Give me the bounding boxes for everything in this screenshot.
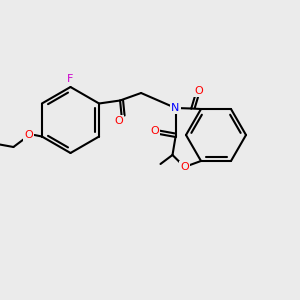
Text: O: O xyxy=(180,162,189,172)
Text: O: O xyxy=(150,126,159,136)
Text: O: O xyxy=(24,130,33,140)
Text: N: N xyxy=(171,103,180,113)
Text: O: O xyxy=(194,85,203,95)
Text: O: O xyxy=(114,116,123,127)
Text: F: F xyxy=(67,74,74,85)
